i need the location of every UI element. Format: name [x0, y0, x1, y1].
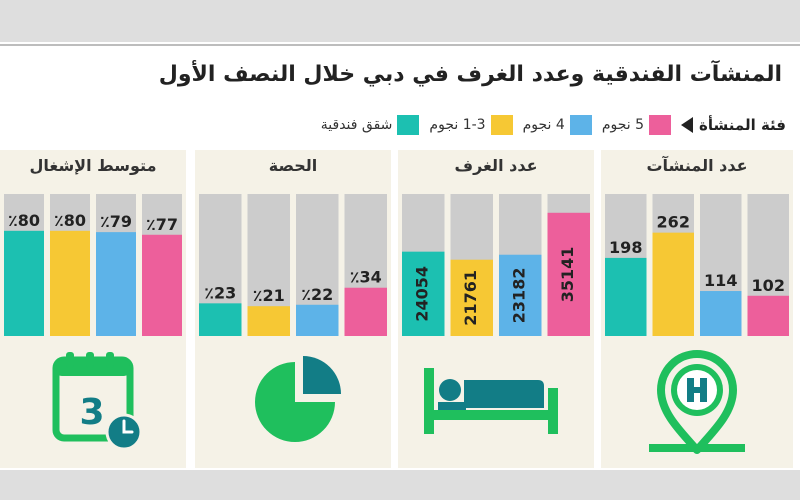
pie-icon — [255, 356, 341, 442]
bar-2 — [499, 254, 542, 336]
bar-3 — [142, 234, 182, 336]
bar-0 — [605, 257, 647, 336]
data-label-1: 262 — [657, 213, 690, 232]
panel-establishments: عدد المنشآت 198 262 114 102 — [601, 150, 793, 468]
panel-rooms: عدد الغرف 24054 21761 23182 35141 — [398, 150, 594, 468]
triangle-left-icon — [681, 117, 694, 133]
bar-3 — [547, 212, 590, 336]
calendar-day-number: 3 — [79, 392, 104, 433]
bed-icon — [424, 368, 558, 434]
legend-swatch — [397, 115, 420, 135]
data-label-2: 114 — [704, 271, 737, 290]
chart-establishments: 198 262 114 102 — [605, 194, 789, 336]
bar-2 — [296, 304, 339, 336]
legend: فئة المنشأة 5 نجوم 4 نجوم 1-3 نجوم شقق ف… — [166, 112, 786, 138]
legend-swatch — [569, 115, 592, 135]
legend-label: 4 نجوم — [522, 117, 565, 133]
data-label-3: ٪34 — [350, 268, 382, 287]
data-label-3: 35141 — [558, 247, 577, 303]
data-label-1: ٪21 — [253, 286, 285, 305]
bar-0 — [4, 230, 44, 336]
legend-item-hotel-apartments: شقق فندقية — [321, 115, 420, 135]
panel-title: متوسط الإشغال — [29, 156, 157, 175]
data-label-0: ٪80 — [8, 211, 40, 230]
top-rule — [0, 44, 800, 46]
panel-title: الحصة — [268, 156, 318, 175]
bar-0 — [402, 251, 445, 336]
legend-label: 1-3 نجوم — [429, 117, 486, 133]
panel-share: الحصة ٪23 ٪21 ٪22 ٪34 — [195, 150, 391, 468]
data-label-0: 24054 — [413, 266, 432, 322]
legend-label: شقق فندقية — [320, 117, 393, 133]
top-band — [0, 0, 800, 42]
bar-1 — [652, 232, 694, 336]
bar-1 — [450, 259, 493, 336]
bar-3 — [747, 295, 789, 336]
legend-heading: فئة المنشأة — [681, 116, 786, 134]
bar-0 — [199, 303, 242, 336]
bar-3 — [344, 287, 387, 336]
bar-1 — [247, 306, 290, 336]
bottom-band — [0, 470, 800, 500]
hotel-pin-icon — [649, 350, 745, 454]
legend-item-5-stars: 5 نجوم — [601, 115, 672, 135]
data-label-0: 198 — [609, 238, 642, 257]
panel-title: عدد المنشآت — [646, 156, 748, 175]
data-label-1: 21761 — [461, 270, 480, 326]
infographic-title: المنشآت الفندقية وعدد الغرف في دبي خلال … — [158, 62, 782, 87]
chart-rooms: 24054 21761 23182 35141 — [402, 194, 590, 336]
chart-share: ٪23 ٪21 ٪22 ٪34 — [199, 194, 387, 336]
legend-heading-text: فئة المنشأة — [699, 116, 786, 134]
legend-swatch — [490, 115, 513, 135]
data-label-1: ٪80 — [54, 211, 86, 230]
legend-item-4-stars: 4 نجوم — [523, 115, 592, 135]
bar-1 — [50, 230, 90, 336]
data-label-3: ٪77 — [146, 215, 178, 234]
data-label-3: 102 — [752, 276, 785, 295]
legend-swatch — [649, 115, 672, 135]
bar-2 — [96, 232, 136, 336]
data-label-2: 23182 — [510, 268, 529, 324]
data-label-0: ٪23 — [204, 283, 236, 302]
legend-item-1-3-stars: 1-3 نجوم — [429, 115, 513, 135]
panel-title: عدد الغرف — [454, 156, 538, 175]
data-label-2: ٪79 — [100, 212, 132, 231]
chart-occupancy: ٪80 ٪80 ٪79 ٪77 — [4, 194, 182, 336]
bar-2 — [700, 291, 742, 336]
data-label-2: ٪22 — [301, 285, 333, 304]
panel-occupancy: متوسط الإشغال ٪80 ٪80 ٪79 ٪77 3 — [0, 150, 186, 468]
calendar-clock-icon: 3 — [52, 352, 143, 451]
legend-label: 5 نجوم — [601, 117, 645, 133]
